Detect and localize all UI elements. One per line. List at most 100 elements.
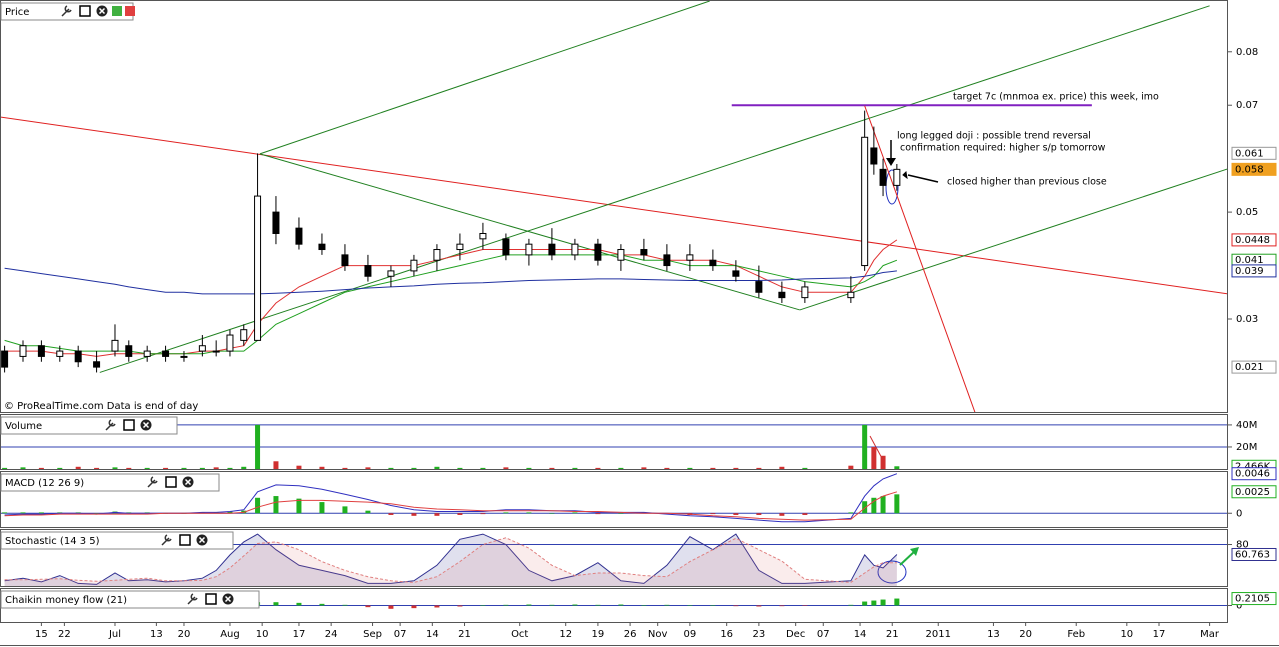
bar (319, 603, 325, 606)
bar (894, 466, 900, 469)
value-tag-label: 0.0448 (1235, 235, 1270, 246)
bar (2, 467, 8, 469)
bar (802, 605, 808, 606)
x-tick-label: 24 (325, 629, 338, 640)
bar (227, 467, 233, 469)
x-tick-label: 22 (58, 629, 71, 640)
x-tick-label: 07 (817, 629, 830, 640)
candle-body (893, 168, 901, 186)
value-tag-label: 0.0025 (1235, 487, 1270, 498)
close-cross (184, 478, 192, 486)
bar (862, 601, 868, 606)
annotation-arrows (869, 140, 939, 584)
candle-body (502, 238, 510, 256)
trendline (99, 5, 1210, 373)
candle-body (861, 136, 869, 267)
histogram-bar (802, 513, 808, 515)
histogram-bar (38, 512, 44, 514)
histogram-bar (894, 494, 900, 514)
settings-icon[interactable] (105, 419, 116, 431)
panel-header (0, 531, 234, 550)
bar (480, 467, 486, 469)
value-tag-label: 0.021 (1235, 362, 1264, 373)
bar (255, 424, 261, 469)
moving-average (4, 267, 897, 295)
bar (296, 465, 302, 469)
bar (871, 600, 877, 606)
candle-body (226, 334, 234, 352)
bar (687, 605, 693, 606)
plot-area (1, 1, 1227, 412)
trendline (1, 116, 1227, 295)
value-tag-label: 2,466K (1235, 461, 1271, 472)
candle-body (93, 361, 101, 368)
bar (365, 605, 371, 608)
trendline (864, 105, 976, 412)
annotation: confirmation required: higher s/p tomorr… (900, 143, 1106, 154)
value-tag (1231, 467, 1277, 481)
x-tick-label: Jul (108, 629, 121, 640)
value-tag (1231, 547, 1277, 561)
bar (880, 455, 886, 469)
bar (664, 604, 670, 606)
candle-body (847, 291, 855, 299)
x-tick-label: 26 (624, 629, 637, 640)
bar (756, 605, 762, 607)
candle-body (410, 259, 418, 272)
candle-body (74, 350, 82, 363)
value-tag (1231, 592, 1277, 606)
histogram-bar (526, 512, 532, 514)
highlight-ellipse (885, 169, 899, 205)
value-tag-label: 0.061 (1235, 148, 1264, 159)
histogram-bar (255, 497, 261, 514)
y-tick-label: 0.05 (1236, 207, 1258, 218)
window-icon[interactable] (79, 5, 91, 17)
bar (342, 467, 348, 469)
window-icon[interactable] (123, 419, 135, 431)
bar (595, 467, 601, 469)
window-icon[interactable] (179, 534, 191, 546)
bar (273, 602, 279, 606)
bar (572, 604, 578, 606)
settings-icon[interactable] (187, 593, 198, 605)
panel-0: 0.03 0.05 0.07 0.08 target 7c (mnmoa ex. pri… (0, 1, 1277, 412)
value-tag (1231, 360, 1277, 374)
settings-icon[interactable] (147, 476, 158, 488)
histogram-bar (710, 513, 716, 515)
bar (434, 605, 440, 608)
value-tag-label: 60.763 (1235, 549, 1270, 560)
y-tick-label: 0.03 (1236, 314, 1258, 325)
value-tag (1231, 233, 1277, 247)
panel-title: Chaikin money flow (21) (5, 595, 127, 606)
x-tick-label: Aug (220, 629, 240, 640)
arrow (899, 550, 916, 566)
value-tag (1231, 162, 1277, 176)
bar (549, 604, 555, 606)
settings-icon[interactable] (161, 534, 172, 546)
macd-frame (0, 471, 1228, 528)
bar (273, 461, 279, 469)
bar (618, 604, 624, 606)
move-down-icon[interactable] (125, 6, 135, 16)
y-tick-label: 0 (1236, 601, 1242, 612)
histogram-bar (756, 513, 762, 515)
bar (526, 604, 532, 606)
candle-body (19, 345, 27, 357)
candle-body (272, 211, 280, 234)
x-tick-label: 20 (1019, 629, 1032, 640)
window-icon[interactable] (205, 593, 217, 605)
histogram-bar (862, 501, 868, 514)
series-line (4, 533, 898, 585)
settings-icon[interactable] (61, 5, 72, 17)
bar (733, 605, 739, 607)
x-tick-label: 10 (256, 629, 269, 640)
bar (319, 466, 325, 469)
move-up-icon[interactable] (112, 6, 122, 16)
trendline (799, 168, 1227, 311)
bar (20, 467, 26, 469)
candle-body (732, 270, 740, 277)
window-icon[interactable] (165, 476, 177, 488)
close-cross (224, 595, 232, 603)
annotation: long legged doji : possible trend revers… (897, 131, 1091, 142)
